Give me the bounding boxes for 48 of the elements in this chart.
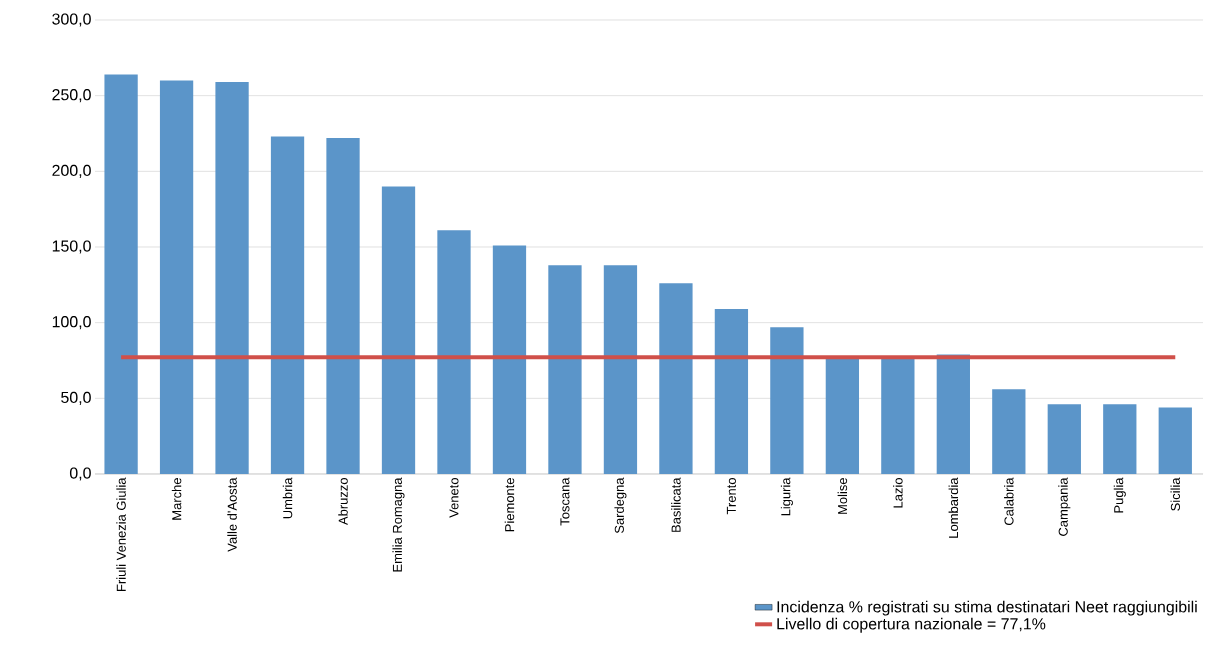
- y-tick-label: 150,0: [52, 240, 91, 254]
- bar: [159, 80, 194, 474]
- x-tick-label: Toscana: [560, 477, 570, 526]
- x-tick-label: Umbria: [282, 477, 293, 519]
- x-tick-label: Lazio: [893, 478, 903, 508]
- bar: [659, 283, 693, 474]
- bar: [104, 74, 138, 474]
- bar: [770, 327, 804, 474]
- legend-label: Incidenza % registrati su stima destinatari Neet raggiungibili: [777, 600, 1197, 616]
- bar: [1158, 407, 1192, 474]
- bar: [215, 82, 249, 474]
- bar: [381, 186, 416, 474]
- y-tick-label: 300,0: [52, 13, 91, 27]
- bar: [881, 357, 915, 474]
- bar: [936, 354, 970, 474]
- x-tick-label: Veneto: [449, 478, 459, 518]
- bar: [326, 138, 360, 474]
- x-tick-label: Emilia Romagna: [392, 477, 405, 572]
- x-tick-label: Campania: [1058, 477, 1071, 536]
- y-tick-label: 200,0: [52, 164, 91, 178]
- bar: [1103, 404, 1137, 474]
- x-tick-label: Sardegna: [614, 477, 627, 534]
- bar: [714, 309, 749, 474]
- x-tick-label: Molise: [837, 478, 848, 514]
- x-tick-label: Lombardia: [948, 477, 959, 538]
- x-tick-label: Trento: [726, 478, 736, 515]
- x-tick-label: Valle d'Aosta: [227, 477, 237, 552]
- y-tick-label: 50,0: [61, 391, 91, 405]
- bar: [992, 389, 1026, 474]
- legend-label: Livello di copertura nazionale = 77,1%: [777, 617, 1046, 633]
- x-tick-label: Sicilia: [1170, 477, 1181, 511]
- x-tick-label: Marche: [171, 478, 182, 520]
- x-tick-label: Calabria: [1004, 477, 1014, 526]
- x-tick-label: Liguria: [780, 477, 793, 516]
- bar: [270, 136, 305, 474]
- bar: [1047, 404, 1081, 474]
- x-tick-label: Piemonte: [504, 478, 515, 532]
- y-tick-label: 0,0: [69, 467, 91, 481]
- x-tick-label: Puglia: [1113, 477, 1126, 513]
- y-tick-label: 100,0: [52, 316, 91, 330]
- x-tick-label: Abruzzo: [338, 478, 348, 525]
- x-tick-label: Friuli Venezia Giulia: [116, 477, 126, 591]
- bar: [548, 265, 582, 474]
- bar: [492, 245, 527, 474]
- bar: [603, 265, 638, 474]
- bar: [437, 230, 471, 474]
- x-tick-label: Basilicata: [671, 477, 681, 532]
- y-tick-label: 250,0: [52, 89, 91, 103]
